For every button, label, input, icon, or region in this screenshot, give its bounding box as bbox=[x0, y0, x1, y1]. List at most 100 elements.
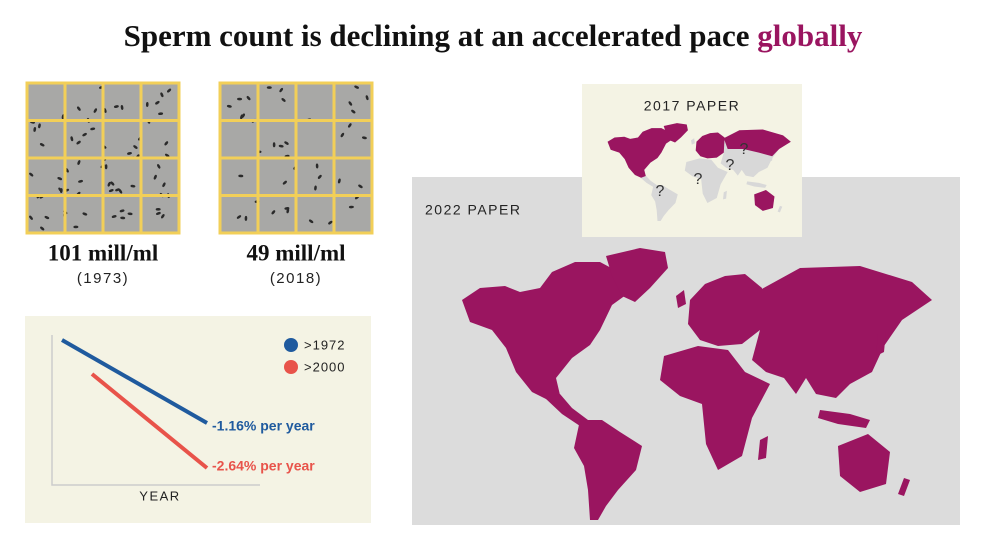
cell bbox=[340, 132, 345, 138]
cell bbox=[226, 104, 232, 108]
cell bbox=[314, 185, 317, 191]
cell bbox=[38, 123, 41, 129]
cell bbox=[266, 86, 272, 89]
cell bbox=[354, 85, 359, 89]
cell bbox=[244, 215, 248, 221]
cell bbox=[278, 144, 284, 148]
cell bbox=[39, 143, 45, 147]
cell bbox=[120, 105, 124, 110]
cell bbox=[33, 126, 37, 132]
cell bbox=[236, 215, 242, 219]
cell bbox=[155, 101, 160, 105]
cell bbox=[29, 215, 33, 220]
micrograph-grid bbox=[218, 81, 374, 235]
map-label: 2017 PAPER bbox=[644, 98, 740, 114]
trend-label: -2.64% per year bbox=[212, 458, 315, 474]
cell bbox=[240, 114, 244, 120]
cell bbox=[308, 219, 314, 224]
cell bbox=[246, 96, 251, 101]
cell bbox=[78, 179, 83, 183]
cell bbox=[361, 136, 367, 140]
cell bbox=[158, 112, 164, 116]
cell bbox=[282, 180, 287, 185]
cell bbox=[238, 174, 244, 178]
sample-year: (1973) bbox=[77, 270, 129, 287]
cell bbox=[365, 95, 369, 101]
sample-year: (2018) bbox=[270, 270, 322, 287]
cell bbox=[358, 184, 363, 189]
cell bbox=[77, 106, 81, 111]
cell bbox=[328, 220, 333, 225]
cell bbox=[82, 212, 88, 216]
cell bbox=[157, 164, 161, 169]
cell bbox=[284, 141, 289, 145]
cell bbox=[348, 205, 354, 209]
micrograph-grid bbox=[25, 81, 181, 235]
trend-line bbox=[90, 372, 209, 470]
micrograph bbox=[218, 81, 374, 235]
legend-label: >2000 bbox=[304, 359, 346, 374]
legend-label: >1972 bbox=[304, 337, 346, 352]
cell bbox=[162, 182, 166, 188]
cell bbox=[90, 127, 96, 131]
cell bbox=[127, 152, 132, 155]
cell bbox=[57, 177, 63, 181]
cell bbox=[110, 181, 115, 186]
cell bbox=[130, 184, 136, 188]
cell bbox=[104, 164, 108, 170]
cell bbox=[348, 101, 353, 106]
cell bbox=[44, 215, 50, 220]
cell bbox=[70, 136, 74, 142]
cell bbox=[155, 208, 161, 211]
cell bbox=[76, 140, 81, 145]
sample-count: 101 mill/ml bbox=[48, 240, 159, 265]
cell bbox=[120, 216, 126, 220]
cell bbox=[127, 212, 133, 216]
unknown-marker: ? bbox=[740, 141, 749, 158]
world-map-small bbox=[607, 123, 791, 221]
title-highlight: globally bbox=[757, 18, 863, 53]
chart-axes bbox=[51, 335, 260, 486]
cell bbox=[155, 211, 161, 215]
cell bbox=[351, 109, 356, 114]
cell bbox=[93, 108, 97, 113]
unknown-marker: ? bbox=[694, 171, 703, 188]
cell bbox=[111, 215, 117, 218]
cell bbox=[40, 226, 45, 231]
cell bbox=[237, 97, 243, 101]
cell bbox=[77, 160, 81, 165]
cell bbox=[271, 210, 276, 215]
cell bbox=[29, 172, 34, 177]
cell bbox=[82, 132, 87, 137]
cell bbox=[167, 88, 172, 93]
cell bbox=[161, 214, 165, 219]
title: Sperm count is declining at an accelerat… bbox=[0, 18, 986, 54]
cell bbox=[348, 123, 352, 128]
trend-label: -1.16% per year bbox=[212, 418, 315, 434]
cell bbox=[160, 92, 164, 98]
cell bbox=[281, 98, 286, 102]
cell bbox=[145, 101, 149, 107]
micrograph bbox=[25, 81, 181, 235]
trend-line bbox=[61, 338, 208, 425]
cell bbox=[115, 188, 120, 192]
cell bbox=[272, 142, 276, 148]
cell bbox=[164, 141, 169, 146]
map-label: 2022 PAPER bbox=[425, 202, 521, 218]
cell bbox=[279, 87, 283, 93]
cell bbox=[164, 153, 170, 158]
cell bbox=[107, 181, 111, 187]
legend-swatch bbox=[284, 360, 298, 374]
cell bbox=[286, 208, 290, 214]
cell bbox=[58, 187, 63, 192]
sample-count: 49 mill/ml bbox=[246, 240, 345, 265]
title-text: Sperm count is declining at an accelerat… bbox=[123, 18, 750, 53]
unknown-marker: ? bbox=[726, 157, 735, 174]
cell bbox=[133, 145, 138, 149]
cell bbox=[118, 189, 123, 194]
axis-label: YEAR bbox=[139, 488, 180, 503]
cell bbox=[108, 189, 114, 193]
cell bbox=[337, 178, 341, 184]
cell bbox=[119, 209, 125, 213]
